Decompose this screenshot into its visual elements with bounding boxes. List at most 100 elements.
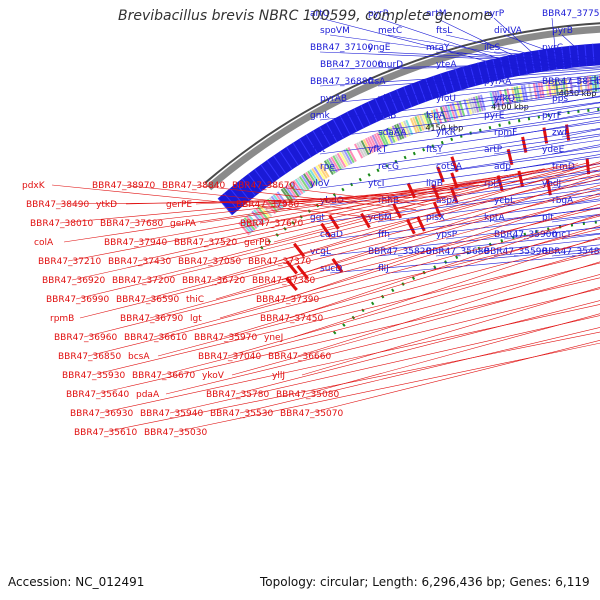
forward-gene-label: yloU (436, 94, 456, 104)
cog-band-tick (323, 160, 334, 176)
reverse-label-leader (261, 184, 427, 206)
forward-gene-label: BBR47_37100 (310, 43, 373, 53)
reverse-gene-mark (392, 202, 403, 219)
forward-gene-tick (260, 164, 275, 183)
cog-band-tick (421, 113, 429, 130)
forward-gene-tick (285, 146, 299, 166)
cog-band-tick (349, 145, 359, 161)
cog-band-tick (470, 97, 477, 114)
forward-label-leader (329, 62, 600, 70)
forward-gene-tick (367, 101, 378, 123)
forward-label-leader (319, 116, 600, 155)
reverse-gene-mark (521, 136, 528, 153)
forward-gene-tick (346, 111, 358, 132)
cog-band-tick (343, 149, 353, 165)
reverse-gene-label: ytkD (96, 200, 117, 210)
forward-gene-tick (353, 108, 365, 129)
forward-gene-tick (522, 52, 528, 75)
reverse-gene-label: BBR47_36660 (268, 352, 331, 362)
cog-band-tick (354, 143, 364, 159)
reverse-gene-mark (296, 264, 309, 280)
forward-gene-label: murD (378, 60, 403, 70)
forward-label-leader (503, 226, 600, 240)
forward-label-leader (387, 79, 600, 104)
cog-band-tick (461, 100, 468, 116)
cog-band-tick (382, 129, 392, 145)
cog-band-tick (347, 146, 357, 162)
cog-band-tick (371, 134, 381, 150)
reverse-gene-label: BBR47_37520 (174, 238, 237, 248)
forward-label-leader (387, 175, 600, 206)
forward-gene-label: recG (378, 162, 399, 172)
reverse-gene-mark (285, 276, 298, 291)
forward-label-leader (435, 128, 600, 155)
reverse-label-leader (297, 261, 600, 357)
reverse-gene-mark (405, 218, 416, 235)
forward-label-leader (503, 154, 600, 172)
cog-band-tick (284, 185, 296, 200)
forward-label-leader (493, 74, 600, 87)
forward-label-leader (445, 146, 600, 172)
reverse-label-leader (121, 184, 406, 215)
genome-title: Brevibacillus brevis NBRC 100599, comple… (118, 8, 493, 24)
forward-gene-label: pyrF (542, 111, 562, 121)
cog-band-tick (315, 165, 326, 181)
forward-label-leader (493, 51, 600, 61)
reverse-gene-label: BBR47_35070 (280, 409, 343, 419)
forward-label-leader (387, 214, 600, 240)
scale-tick-label: 4100 kbp (491, 102, 529, 111)
cog-band-tick (298, 175, 310, 191)
genome-summary-text: Topology: circular; Length: 6,296,436 bp… (260, 575, 590, 589)
forward-gene-label: zwf (552, 128, 568, 138)
reverse-label-leader (145, 178, 600, 300)
reverse-gene-label: BBR47_35530 (210, 409, 273, 419)
forward-gene-label: BBR47_36880 (310, 77, 373, 87)
cog-band-tick (369, 135, 379, 152)
forward-label-leader (377, 69, 600, 87)
cog-band-tick (270, 195, 282, 210)
reverse-gene-label: BBR47_36670 (132, 371, 195, 381)
forward-label-leader (435, 96, 600, 121)
reverse-label-leader (79, 188, 600, 319)
cog-band-tick (326, 159, 336, 174)
reverse-label-leader (277, 161, 600, 262)
forward-label-leader (493, 135, 600, 155)
cog-band-tick (437, 107, 445, 124)
reverse-gene-label: BBR47_37680 (100, 219, 163, 229)
forward-gene-label: fmt (310, 145, 326, 155)
reverse-label-leader (75, 173, 600, 300)
forward-gene-tick (241, 178, 256, 197)
reverse-label-leader (207, 162, 590, 262)
forward-gene-label: priA (552, 60, 571, 70)
forward-gene-tick (273, 155, 287, 175)
forward-gene-tick (410, 83, 420, 105)
cog-band-tick (338, 151, 349, 167)
forward-label-leader (503, 119, 600, 138)
forward-gene-label: artP (484, 145, 503, 155)
forward-label-leader (493, 17, 550, 69)
cog-band-tick (405, 119, 414, 136)
forward-gene-tick (396, 89, 406, 111)
forward-gene-label: pit (542, 213, 554, 223)
forward-label-leader (503, 190, 600, 206)
forward-label-leader (329, 248, 600, 274)
cog-band-tick (396, 123, 405, 139)
forward-label-leader (319, 87, 600, 121)
reverse-gene-label: BBR47_36930 (70, 409, 133, 419)
scale-tick-label: 4150 kbp (425, 123, 463, 132)
cog-band-tick (412, 116, 420, 133)
reverse-label-leader (149, 195, 600, 319)
cog-band-tick (540, 81, 545, 98)
forward-gene-label: BBR47_37000 (320, 60, 383, 70)
forward-gene-tick (553, 47, 558, 70)
forward-label-leader (503, 88, 600, 104)
cog-band-tick (465, 98, 473, 115)
forward-label-leader (377, 193, 600, 223)
reverse-gene-label: BBR47_35940 (140, 409, 203, 419)
forward-gene-label: BBR47_35820 (368, 247, 431, 257)
cog-band-tick (419, 114, 427, 130)
reverse-gene-label: lgt (190, 314, 202, 324)
forward-gene-tick (439, 73, 448, 95)
reverse-label-leader (211, 169, 600, 281)
forward-label-leader (387, 106, 600, 138)
